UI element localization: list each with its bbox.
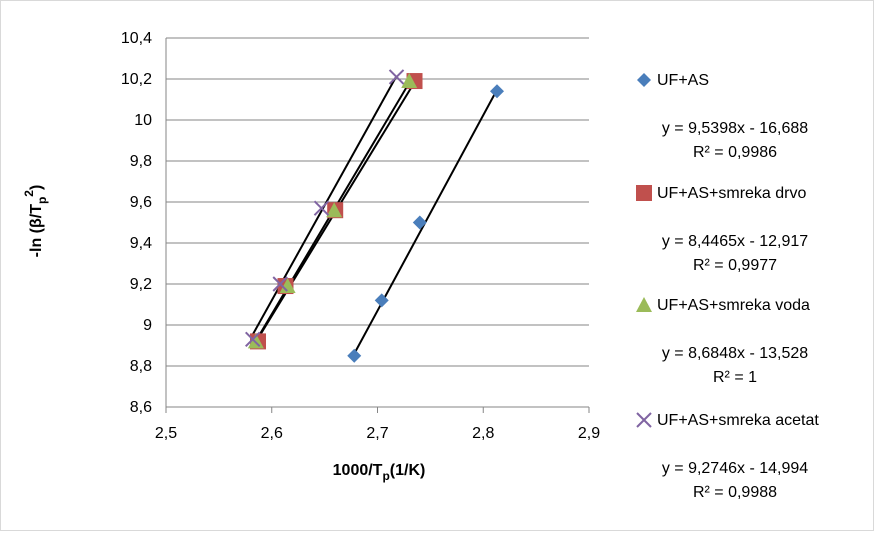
trendline-r2-4: R² = 0,9988 (693, 484, 777, 501)
legend-label-3: UF+AS+smreka voda (657, 297, 810, 314)
y-tick-label: 8,8 (130, 358, 152, 375)
legend-marker-2 (636, 185, 652, 201)
data-point-series-1 (347, 348, 362, 363)
x-axis-title: 1000/Tp(1/K) (333, 462, 426, 483)
x-tick-label: 2,5 (155, 425, 177, 442)
marker-x-stroke (272, 276, 288, 292)
trendline-r2-2: R² = 0,9977 (693, 257, 777, 274)
legend-label-4: UF+AS+smreka acetat (657, 412, 819, 429)
grid-layer (166, 37, 589, 408)
y-tick-label: 9,4 (130, 235, 152, 252)
marker-x-stroke (313, 200, 330, 216)
trendline-equation-2: y = 8,4465x - 12,917 (662, 233, 808, 250)
x-tick-label: 2,9 (578, 425, 600, 442)
data-point-series-4 (245, 331, 261, 348)
y-tick-label: 9 (143, 317, 152, 334)
data-point-series-4 (313, 200, 330, 216)
legend: UF+AS y = 9,5398x - 16,688 R² = 0,9986 UF+A… (636, 72, 819, 501)
marker-x-stroke (388, 69, 405, 85)
data-point-series-3 (247, 333, 264, 349)
data-point-series-1 (489, 84, 504, 99)
data-point-series-3 (326, 202, 343, 218)
data-point-series-4 (272, 276, 288, 292)
trendline-equation-1: y = 9,5398x - 16,688 (662, 120, 808, 137)
data-point-series-1 (412, 215, 427, 230)
legend-label-1: UF+AS (657, 72, 709, 89)
trendline-r2-1: R² = 0,9986 (693, 144, 777, 161)
legend-marker-1 (637, 73, 651, 87)
marker-x-stroke (245, 331, 261, 348)
data-point-series-3 (401, 73, 418, 89)
x-tick-label: 2,6 (261, 425, 283, 442)
trendline-equation-4: y = 9,2746x - 14,994 (662, 460, 808, 477)
x-tick-label: 2,8 (472, 425, 494, 442)
trendline-layer (251, 75, 498, 355)
trendline-equation-3: y = 8,6848x - 13,528 (662, 345, 808, 362)
y-tick-label: 10,2 (121, 71, 152, 88)
axis-layer: 8,6 8,8 9 9,2 9,4 9,6 9,8 10 10,2 10,4 2,5 2,6 2,7 2,… (121, 30, 600, 442)
y-tick-label: 10,4 (121, 30, 152, 47)
legend-marker-3 (636, 297, 652, 312)
x-tick-label: 2,7 (366, 425, 388, 442)
y-tick-label: 9,2 (130, 276, 152, 293)
marker-layer (245, 69, 504, 363)
y-tick-label: 9,6 (130, 194, 152, 211)
data-point-series-1 (374, 293, 389, 308)
y-tick-label: 8,6 (130, 399, 152, 416)
y-axis-title: -ln (β/Tp2) (22, 185, 49, 258)
legend-marker-4 (636, 412, 652, 428)
y-tick-label: 9,8 (130, 153, 152, 170)
marker-x-stroke (636, 412, 652, 428)
trendline-r2-3: R² = 1 (713, 369, 757, 386)
data-point-series-3 (279, 278, 296, 294)
data-point-series-4 (388, 69, 405, 85)
legend-label-2: UF+AS+smreka drvo (657, 185, 806, 202)
y-tick-label: 10 (134, 112, 152, 129)
